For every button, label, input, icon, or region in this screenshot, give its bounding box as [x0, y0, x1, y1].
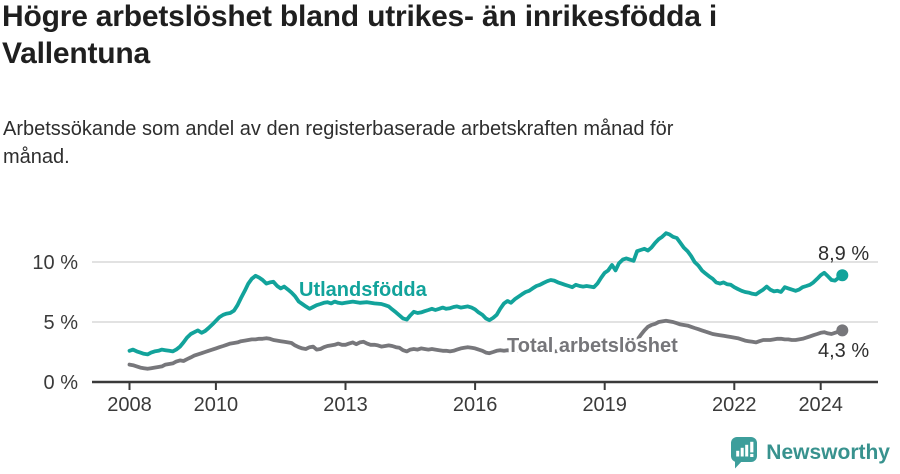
- y-tick-label-5: 5 %: [44, 312, 79, 334]
- series-line-utlandsfodda: [127, 231, 845, 357]
- series-label-utlandsfodda: Utlandsfödda: [299, 279, 428, 301]
- y-tick-label-10: 10 %: [32, 252, 78, 274]
- series-end-value-total: 4,3 %: [818, 340, 869, 362]
- x-tick-label-2024: 2024: [798, 394, 843, 416]
- series-end-dot-total: [836, 324, 849, 337]
- title-line-2: Vallentuna: [2, 37, 151, 70]
- bar-2: [740, 447, 744, 457]
- subtitle-line-1: Arbetssökande som andel av den registerb…: [3, 118, 674, 140]
- newsworthy-bubble-chart-icon: [731, 437, 758, 469]
- chart-subtitle: Arbetssökande som andel av den registerb…: [3, 115, 883, 171]
- newsworthy-logo-link[interactable]: Newsworthy: [730, 436, 890, 469]
- series-line-total: [127, 318, 845, 371]
- bar-1: [736, 450, 740, 457]
- x-tick-label-2010: 2010: [194, 394, 239, 416]
- y-tick-label-0: 0 %: [44, 372, 79, 394]
- exclamation-dot: [750, 453, 754, 457]
- page-title: Högre arbetslöshet bland utrikes- än inr…: [2, 0, 898, 72]
- series-end-value-utlandsfodda: 8,9 %: [818, 243, 869, 265]
- series-end-dot-utlandsfodda: [836, 269, 849, 282]
- title-line-1: Högre arbetslöshet bland utrikes- än inr…: [2, 0, 717, 33]
- exclamation-stem: [750, 441, 754, 453]
- x-tick-label-2022: 2022: [712, 394, 757, 416]
- x-tick-label-2019: 2019: [582, 394, 627, 416]
- newsworthy-wordmark: Newsworthy: [766, 440, 890, 464]
- series-label-total: Total arbetslöshet: [507, 335, 678, 357]
- bar-3: [745, 444, 749, 457]
- x-tick-label-2013: 2013: [323, 394, 368, 416]
- x-tick-label-2016: 2016: [453, 394, 498, 416]
- subtitle-line-2: månad.: [3, 146, 70, 168]
- x-tick-label-2008: 2008: [107, 394, 152, 416]
